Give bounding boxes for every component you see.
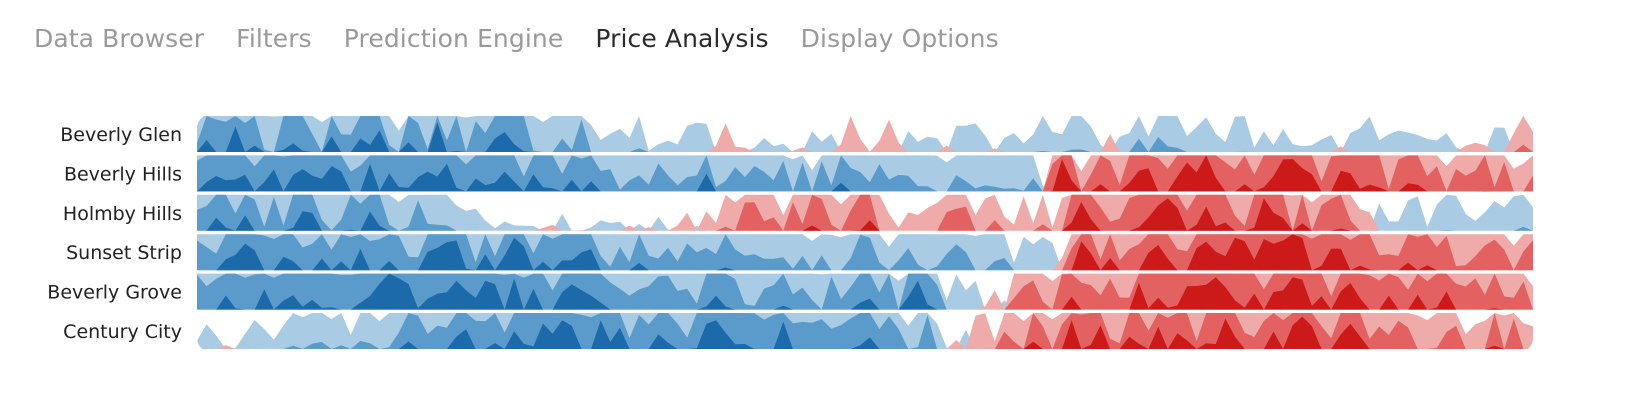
row-label: Holmby Hills — [63, 203, 182, 225]
tab-price-analysis[interactable]: Price Analysis — [595, 24, 769, 53]
sunset-strip-neg-band-3 — [197, 234, 1533, 271]
row-label: Beverly Grove — [47, 282, 182, 304]
row-label: Sunset Strip — [66, 242, 182, 264]
beverly-glen-pos-band-2 — [197, 116, 1533, 152]
tab-filters[interactable]: Filters — [236, 24, 312, 53]
holmby-hills-neg-band-3 — [197, 198, 1533, 231]
row-label: Century City — [63, 321, 182, 343]
horizon-chart-svg: Beverly Glen Beverly Hills Holmby Hills Sun… — [47, 116, 1533, 349]
tab-prediction-engine[interactable]: Prediction Engine — [343, 24, 564, 53]
row-label: Beverly Hills — [64, 163, 182, 185]
beverly-hills-neg-band-3 — [197, 155, 1533, 192]
holmby-hills-pos-band-1 — [197, 194, 1533, 231]
horizon-row-holmby-hills — [197, 194, 1533, 231]
century-city-neg-band-2 — [197, 313, 1533, 349]
tab-display-options[interactable]: Display Options — [800, 24, 999, 53]
beverly-grove-neg-band-3 — [197, 277, 1533, 310]
beverly-hills-pos-band-3 — [197, 163, 1533, 192]
tab-data-browser[interactable]: Data Browser — [34, 24, 205, 53]
row-label: Beverly Glen — [60, 124, 182, 146]
horizon-row-century-city — [197, 313, 1533, 349]
horizon-chart: Beverly Glen Beverly Hills Holmby Hills Sun… — [0, 110, 1633, 364]
horizon-row-beverly-grove — [197, 273, 1533, 310]
tab-bar: Data Browser Filters Prediction Engine Pric… — [34, 24, 1031, 53]
horizon-row-beverly-glen — [197, 116, 1533, 152]
sunset-strip-pos-band-2 — [197, 234, 1533, 271]
century-city-pos-band-2 — [197, 313, 1533, 349]
horizon-row-sunset-strip — [197, 234, 1533, 271]
century-city-pos-band-3 — [197, 320, 1533, 349]
beverly-grove-pos-band-3 — [197, 273, 1533, 310]
beverly-glen-pos-band-3 — [197, 122, 1533, 152]
horizon-row-beverly-hills — [197, 155, 1533, 192]
